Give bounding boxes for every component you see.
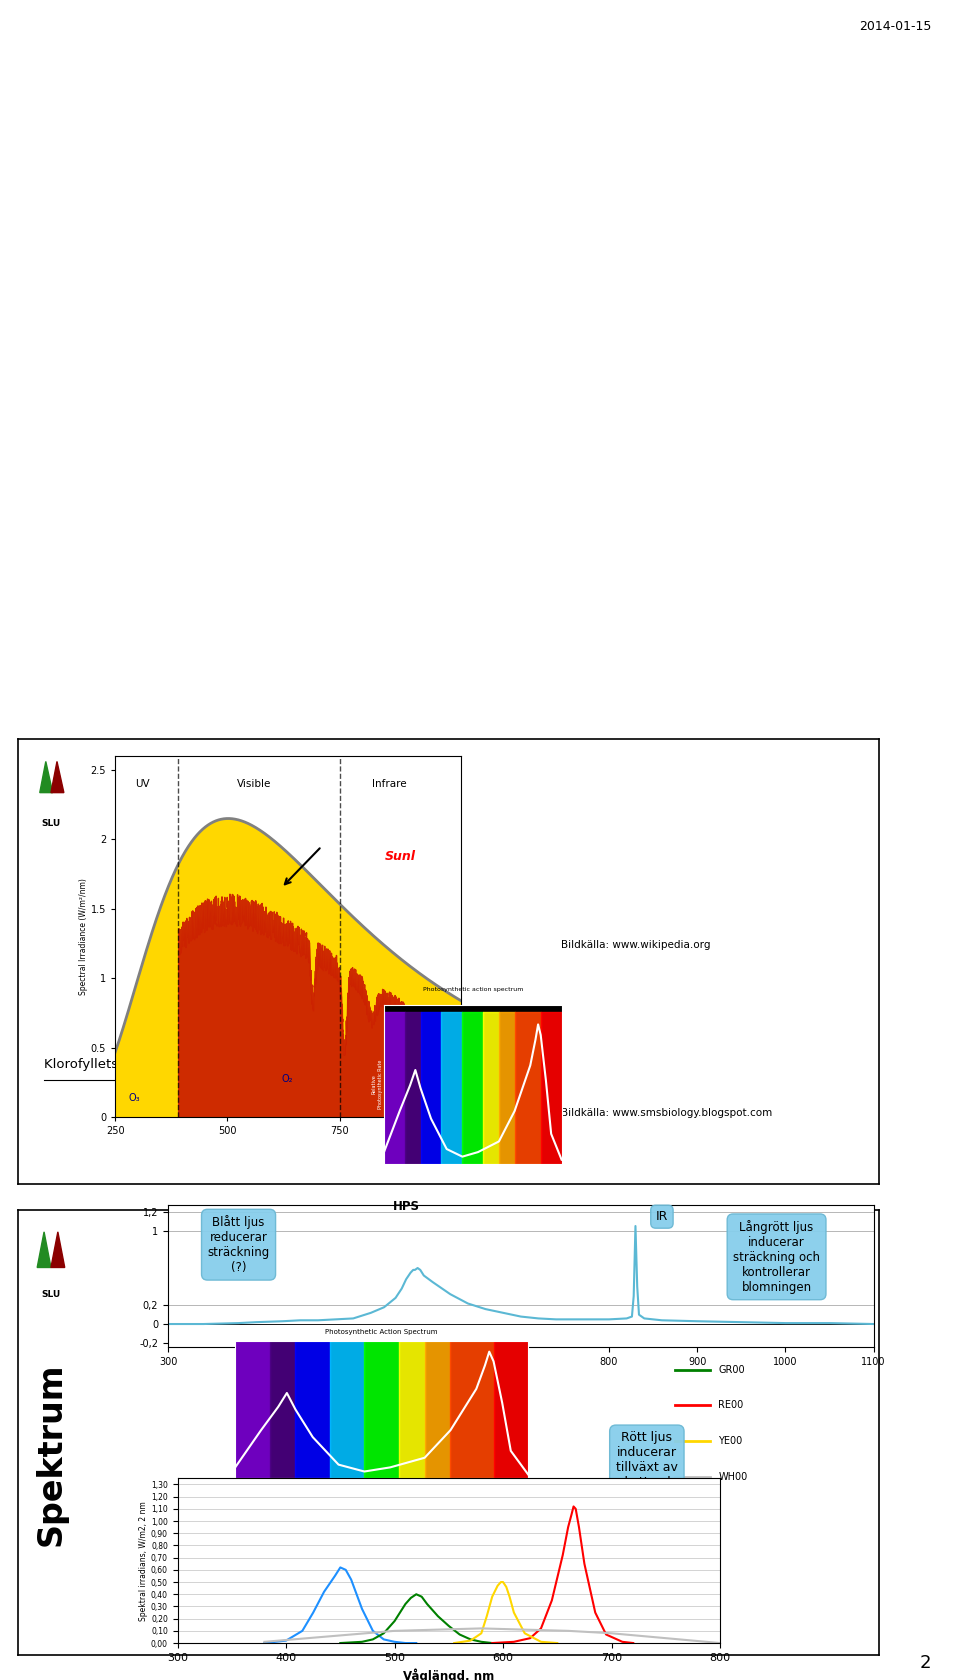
Y-axis label: Spektral irradians, W/m2, 2 nm: Spektral irradians, W/m2, 2 nm bbox=[139, 1500, 148, 1621]
Text: Sunl: Sunl bbox=[385, 850, 416, 864]
Polygon shape bbox=[39, 761, 53, 793]
Text: BL00: BL00 bbox=[718, 1329, 743, 1339]
Text: Är solljus det bästa för: Är solljus det bästa för bbox=[117, 758, 404, 781]
Text: RE00: RE00 bbox=[718, 1401, 744, 1411]
Text: Photosynthetic action spectrum: Photosynthetic action spectrum bbox=[422, 986, 523, 991]
Text: bildkälla: www.smsbiology.blogspot.com: bildkälla: www.smsbiology.blogspot.com bbox=[341, 1512, 422, 1517]
Text: HPS: HPS bbox=[393, 1200, 420, 1213]
Text: WH00: WH00 bbox=[718, 1472, 748, 1482]
Text: O₂: O₂ bbox=[281, 1075, 293, 1085]
Text: Bildkälla: www.smsbiology.blogspot.com: Bildkälla: www.smsbiology.blogspot.com bbox=[561, 1109, 772, 1119]
Text: Infrare: Infrare bbox=[372, 778, 406, 788]
Text: GR00: GR00 bbox=[718, 1364, 745, 1374]
Text: 2014-01-15: 2014-01-15 bbox=[859, 20, 931, 34]
Polygon shape bbox=[51, 761, 64, 793]
Text: Klorofyllets aktionsspektrum: Klorofyllets aktionsspektrum bbox=[44, 1058, 234, 1070]
Text: 2: 2 bbox=[920, 1653, 931, 1672]
Y-axis label: Spectral Irradiance (W/m²/nm): Spectral Irradiance (W/m²/nm) bbox=[79, 879, 88, 995]
Text: YE00: YE00 bbox=[718, 1436, 743, 1446]
Text: plantorna?: plantorna? bbox=[117, 842, 252, 862]
X-axis label: Wavelength (nm): Wavelength (nm) bbox=[354, 1492, 409, 1497]
Text: Spektrum: Spektrum bbox=[35, 1362, 67, 1546]
Text: Bildkälla: www.wikipedia.org: Bildkälla: www.wikipedia.org bbox=[561, 939, 710, 949]
Text: Blått ljus
reducerar
sträckning
(?): Blått ljus reducerar sträckning (?) bbox=[207, 1215, 270, 1273]
Text: Photosynthetic Action Spectrum: Photosynthetic Action Spectrum bbox=[325, 1329, 438, 1336]
Text: H₂: H₂ bbox=[447, 1099, 457, 1109]
X-axis label: Wavelength (nm): Wavelength (nm) bbox=[449, 1178, 496, 1183]
Text: SLU: SLU bbox=[41, 1290, 60, 1299]
Text: Långrött ljus
inducerar
sträckning och
kontrollerar
blomningen: Långrött ljus inducerar sträckning och k… bbox=[733, 1220, 820, 1294]
Text: O₃: O₃ bbox=[129, 1092, 140, 1102]
Text: Visible: Visible bbox=[237, 778, 272, 788]
X-axis label: Våglängd, nm: Våglängd, nm bbox=[403, 1668, 494, 1680]
Text: UV: UV bbox=[134, 778, 150, 788]
Polygon shape bbox=[51, 1231, 64, 1267]
Text: Rött ljus
inducerar
tillväxt av
skott och
rötter: Rött ljus inducerar tillväxt av skott oc… bbox=[616, 1431, 678, 1504]
Y-axis label: Relative
Photosynthetic Rate: Relative Photosynthetic Rate bbox=[223, 1384, 234, 1435]
Y-axis label: Relative
Photosynthetic Rate: Relative Photosynthetic Rate bbox=[372, 1060, 383, 1109]
Polygon shape bbox=[37, 1231, 51, 1267]
Text: IR: IR bbox=[656, 1210, 668, 1223]
Text: SLU: SLU bbox=[41, 820, 60, 828]
